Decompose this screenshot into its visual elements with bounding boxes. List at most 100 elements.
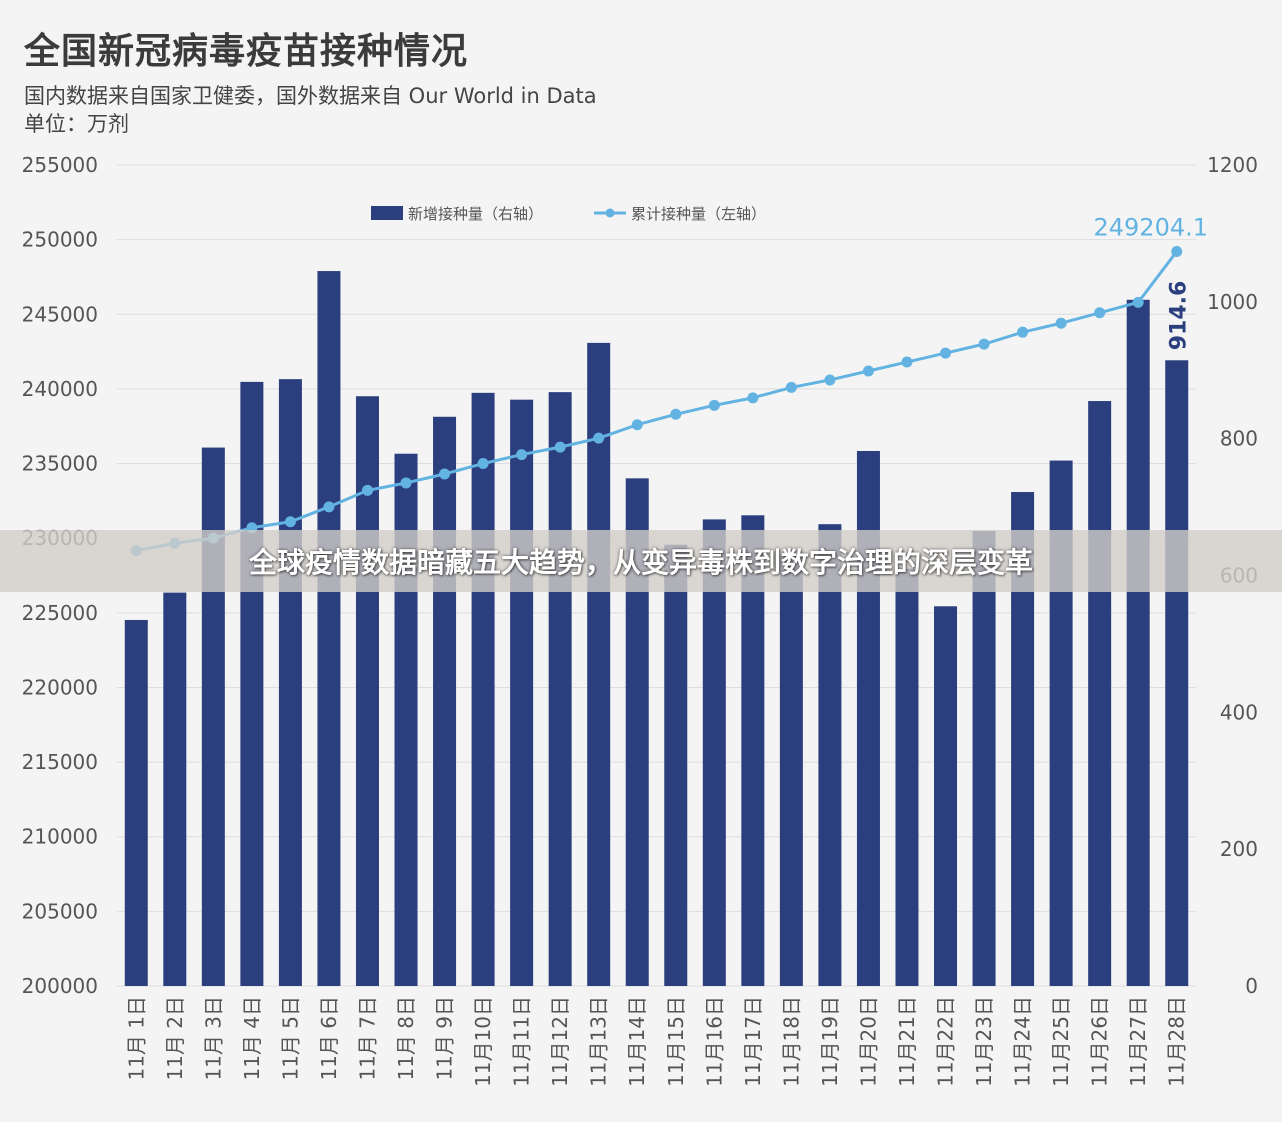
legend-label-line: 累计接种量（左轴） [631, 205, 766, 223]
line-point [670, 408, 682, 420]
line-point [862, 365, 874, 377]
line-point [1132, 296, 1144, 308]
left-axis-tick-label: 220000 [22, 675, 98, 699]
bar [1165, 360, 1189, 986]
bar [934, 606, 958, 986]
right-axis-tick-label: 200 [1220, 837, 1258, 861]
line-point [477, 458, 489, 470]
x-axis-tick-label: 11月14日 [625, 996, 649, 1087]
right-axis-tick-label: 400 [1220, 700, 1258, 724]
left-axis-tick-label: 255000 [22, 153, 98, 177]
line-point [554, 441, 566, 453]
x-axis-tick-label: 11月16日 [702, 996, 726, 1087]
bar [355, 396, 379, 987]
x-axis-tick-label: 11月19日 [818, 996, 842, 1087]
x-axis-tick-label: 11月18日 [779, 996, 803, 1087]
chart-subtitle: 国内数据来自国家卫健委，国外数据来自 Our World in Data 单位：… [24, 82, 597, 138]
bar [124, 619, 148, 986]
line-point [284, 516, 296, 528]
left-axis-tick-label: 245000 [22, 302, 98, 326]
line-point [400, 477, 412, 489]
x-axis-tick-label: 11月13日 [587, 996, 611, 1087]
legend-label-bar: 新增接种量（右轴） [408, 205, 543, 223]
legend-swatch-bar [371, 206, 403, 220]
line-point [1171, 246, 1183, 258]
right-axis-tick-label: 800 [1220, 427, 1258, 451]
line-point [1094, 307, 1106, 319]
x-axis-tick-label: 11月27日 [1126, 996, 1150, 1087]
x-axis-tick-label: 11月 1日 [124, 996, 148, 1081]
line-point [824, 374, 836, 386]
left-axis-tick-label: 215000 [22, 750, 98, 774]
source-note: 国内数据来自国家卫健委，国外数据来自 Our World in Data [24, 84, 597, 108]
bar [818, 524, 842, 986]
bar [163, 592, 187, 986]
line-point [593, 432, 605, 444]
line-point [516, 449, 528, 461]
x-axis-tick-label: 11月17日 [741, 996, 765, 1087]
bar [702, 519, 726, 986]
bar-data-label: 914.6 [1167, 281, 1192, 351]
x-axis-tick-label: 11月 6日 [317, 996, 341, 1081]
line-point [361, 484, 373, 496]
chart-title: 全国新冠病毒疫苗接种情况 [24, 31, 469, 72]
line-point [978, 338, 990, 350]
line-point [940, 347, 952, 359]
bar [779, 554, 803, 986]
x-axis-tick-label: 11月 4日 [240, 996, 264, 1081]
line-point [439, 468, 451, 480]
bar [895, 568, 919, 986]
line-point [1055, 317, 1067, 329]
x-axis-tick-label: 11月22日 [934, 996, 958, 1087]
bar [240, 381, 264, 986]
left-axis-tick-label: 240000 [22, 377, 98, 401]
left-axis-tick-label: 250000 [22, 228, 98, 252]
bar [587, 342, 611, 987]
x-axis-tick-label: 11月11日 [510, 996, 534, 1087]
bar [972, 531, 996, 986]
line-point [631, 419, 643, 431]
x-axis-tick-label: 11月23日 [972, 996, 996, 1087]
x-axis-tick-label: 11月 3日 [201, 996, 225, 1081]
headline-text: 全球疫情数据暗藏五大趋势，从变异毒株到数字治理的深层变革 [248, 546, 1033, 579]
bar [201, 447, 225, 987]
right-axis-tick-label: 1000 [1207, 290, 1258, 314]
right-axis-tick-label: 0 [1245, 974, 1258, 998]
left-axis-tick-label: 235000 [22, 452, 98, 476]
x-axis-tick-label: 11月21日 [895, 996, 919, 1087]
x-axis-tick-label: 11月25日 [1049, 996, 1073, 1087]
line-point [901, 356, 913, 368]
right-axis-tick-label: 1200 [1207, 153, 1258, 177]
unit-note: 单位：万剂 [24, 112, 129, 136]
line-point [708, 399, 720, 411]
bar [317, 271, 341, 986]
bar [1088, 401, 1112, 987]
bar [278, 379, 302, 986]
x-axis-tick-label: 11月 5日 [278, 996, 302, 1081]
x-axis-tick-label: 11月12日 [548, 996, 572, 1087]
bar [433, 416, 457, 987]
x-axis-tick-label: 11月 8日 [394, 996, 418, 1081]
bar [1126, 299, 1150, 986]
x-axis-tick-label: 11月24日 [1011, 996, 1035, 1087]
x-axis-tick-label: 11月15日 [664, 996, 688, 1087]
line-point [785, 381, 797, 393]
legend-swatch-point [605, 208, 615, 218]
bar [1011, 492, 1035, 986]
bar [548, 392, 572, 987]
bar [510, 399, 534, 986]
x-axis-tick-label: 11月 9日 [433, 996, 457, 1081]
left-axis-tick-label: 200000 [22, 974, 98, 998]
line-point [323, 501, 335, 513]
bar [625, 478, 649, 986]
x-axis-tick-label: 11月20日 [856, 996, 880, 1087]
x-axis-tick-label: 11月26日 [1088, 996, 1112, 1087]
headline-banner: 全球疫情数据暗藏五大趋势，从变异毒株到数字治理的深层变革 [0, 530, 1282, 592]
x-axis-tick-label: 11月28日 [1165, 996, 1189, 1087]
line-point [747, 392, 759, 404]
x-axis-tick-label: 11月10日 [471, 996, 495, 1087]
left-axis-tick-label: 210000 [22, 825, 98, 849]
x-axis-tick-label: 11月 7日 [355, 996, 379, 1081]
bar [741, 515, 765, 986]
line-point [1017, 326, 1029, 338]
